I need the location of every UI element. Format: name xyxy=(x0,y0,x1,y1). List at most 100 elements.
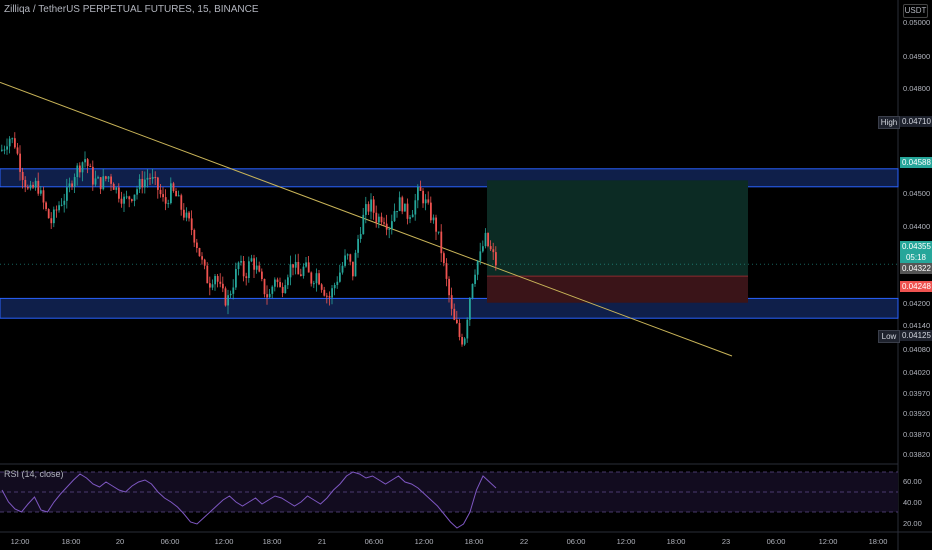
candle-body xyxy=(344,255,346,266)
rsi-indicator-label[interactable]: RSI (14, close) xyxy=(4,469,64,479)
candle-body xyxy=(482,246,484,252)
candle-body xyxy=(359,234,362,239)
candle-body xyxy=(274,279,276,287)
candle-body xyxy=(248,261,250,279)
candle-body xyxy=(476,260,479,275)
candle-body xyxy=(339,272,341,282)
candle-body xyxy=(190,218,193,230)
price-axis-tick: 0.04900 xyxy=(903,52,930,61)
price-axis-tick: 0.03870 xyxy=(903,430,930,439)
price-axis-tick: 0.04080 xyxy=(903,345,930,354)
currency-button[interactable]: USDT xyxy=(903,4,928,18)
candle-body xyxy=(328,296,331,298)
candle-body xyxy=(162,194,164,198)
candle-body xyxy=(81,162,84,173)
candle-body xyxy=(422,190,424,204)
time-axis-tick: 18:00 xyxy=(869,537,888,546)
candle-body xyxy=(313,283,315,285)
candle-body xyxy=(219,281,222,284)
candle-body xyxy=(375,212,378,223)
candle-body xyxy=(393,211,396,222)
candle-body xyxy=(448,278,450,296)
candle-body xyxy=(159,189,162,195)
candle-body xyxy=(388,228,391,230)
candle-body xyxy=(406,203,409,219)
candle-body xyxy=(409,217,411,219)
candle-body xyxy=(19,153,21,172)
axes: 0.05000 0.04900 0.04800 0.04500 0.04400 0.042… xyxy=(11,18,931,546)
candle-body xyxy=(479,251,482,261)
candle-body xyxy=(146,177,149,180)
candle-body xyxy=(404,203,406,212)
candle-body xyxy=(45,202,47,210)
loss-zone xyxy=(487,276,748,303)
candle-body xyxy=(372,199,375,213)
candle-body xyxy=(401,197,404,212)
candle-body xyxy=(216,276,219,282)
price-axis-tick: 0.04400 xyxy=(903,222,930,231)
candle-body xyxy=(336,281,339,285)
candle-body xyxy=(188,212,190,219)
candle-body xyxy=(294,261,297,268)
candle-body xyxy=(320,284,323,290)
candle-body xyxy=(21,171,24,180)
candle-body xyxy=(458,323,461,338)
candle-body xyxy=(97,177,99,179)
candle-body xyxy=(180,195,183,210)
candle-body xyxy=(380,216,383,223)
candle-body xyxy=(281,286,284,293)
candle-body xyxy=(227,295,229,306)
candle-body xyxy=(123,196,125,204)
candle-body xyxy=(258,265,261,272)
candle-body xyxy=(292,264,294,268)
candle-body xyxy=(268,293,271,298)
candle-body xyxy=(177,195,180,197)
time-axis-tick: 18:00 xyxy=(62,537,81,546)
candle-body xyxy=(37,180,40,194)
candle-body xyxy=(68,183,71,188)
candle-body xyxy=(263,279,266,295)
candle-body xyxy=(214,276,216,285)
candle-body xyxy=(315,273,318,284)
candle-body xyxy=(354,252,357,277)
candle-body xyxy=(411,214,414,218)
candle-body xyxy=(443,253,445,264)
candle-body xyxy=(461,337,463,345)
candle-body xyxy=(47,209,50,219)
candle-body xyxy=(206,265,209,284)
long-position-tool[interactable] xyxy=(0,180,898,303)
candle-body xyxy=(185,212,188,218)
candle-body xyxy=(346,254,349,256)
candle-body xyxy=(414,200,417,215)
candle-body xyxy=(300,274,302,276)
candle-body xyxy=(16,147,19,154)
candle-body xyxy=(323,289,326,296)
time-axis-tick: 12:00 xyxy=(617,537,636,546)
candle-body xyxy=(307,262,310,273)
candle-body xyxy=(76,165,79,178)
candle-body xyxy=(89,166,92,168)
candle-body xyxy=(175,190,177,197)
candle-body xyxy=(55,209,58,211)
candle-body xyxy=(79,165,81,173)
price-axis-tick: 0.03920 xyxy=(903,409,930,418)
candle-body xyxy=(367,204,370,212)
candle-body xyxy=(279,282,281,287)
candle-body xyxy=(495,252,497,266)
candle-body xyxy=(297,261,300,275)
stop-price-tag: 0.04248 xyxy=(900,281,932,292)
candle-body xyxy=(73,177,76,187)
candle-body xyxy=(432,217,435,221)
candle-body xyxy=(60,204,63,206)
candle-body xyxy=(154,176,157,178)
time-axis-tick: 12:00 xyxy=(415,537,434,546)
candle-body xyxy=(440,231,443,254)
price-axis-tick: 0.04500 xyxy=(903,189,930,198)
price-axis-tick: 0.04020 xyxy=(903,368,930,377)
candle-body xyxy=(125,196,128,198)
candle-body xyxy=(242,261,245,277)
candle-body xyxy=(271,286,274,294)
candle-body xyxy=(469,298,471,320)
rsi-pane xyxy=(0,471,898,529)
